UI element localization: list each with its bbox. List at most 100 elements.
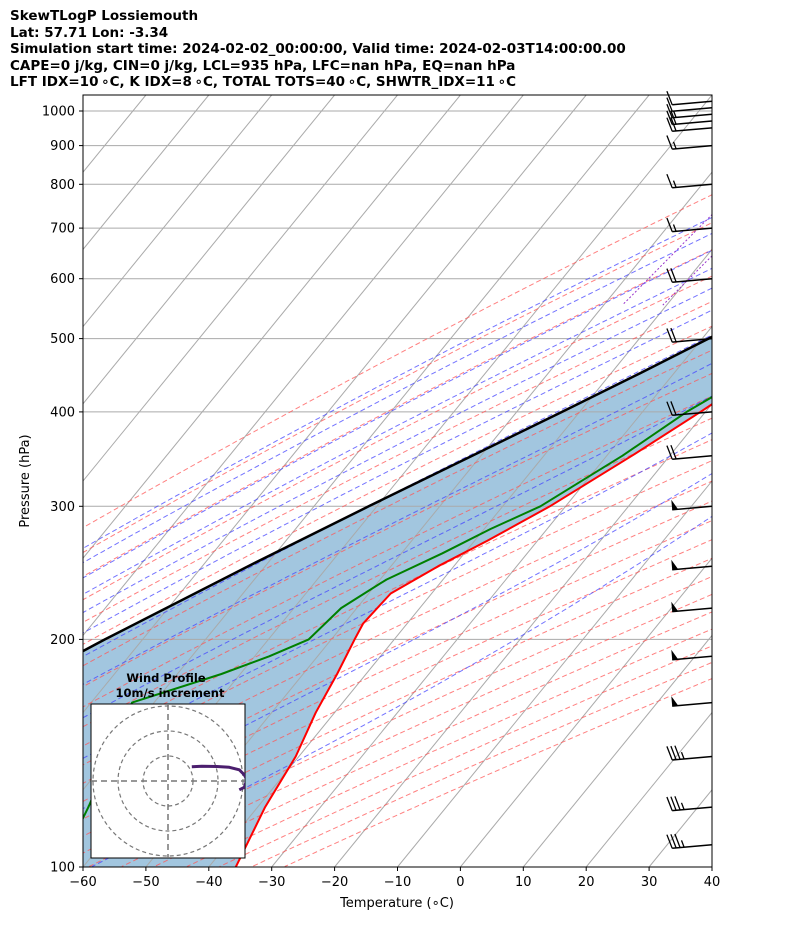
barb-staff — [672, 277, 713, 283]
barb-staff — [672, 127, 713, 133]
dewpoint-line — [83, 395, 712, 821]
x-tick-label: 20 — [578, 875, 595, 890]
isotherm — [460, 557, 712, 867]
x-axis-label: Temperature (∘C) — [339, 896, 454, 911]
isotherm — [397, 480, 712, 867]
wind-barb — [666, 110, 713, 126]
y-tick-label: 600 — [50, 272, 75, 287]
wind-barbs — [666, 90, 713, 850]
isotherm — [83, 95, 398, 482]
barb-full — [666, 796, 673, 811]
wind-barb — [671, 499, 713, 511]
barb-full — [674, 745, 681, 760]
x-tick-label: −10 — [384, 875, 411, 890]
moist-adiabat — [83, 395, 712, 719]
barb-full — [666, 834, 673, 849]
moist-adiabat — [91, 515, 712, 867]
dry-adiabat — [186, 628, 712, 867]
barb-half — [680, 840, 685, 848]
x-tick-label: 10 — [515, 875, 532, 890]
isotherm — [208, 248, 712, 867]
y-tick-label: 500 — [50, 332, 75, 347]
wind-barb — [666, 796, 713, 812]
moist-adiabat — [83, 249, 712, 579]
dry-adiabat — [83, 300, 712, 623]
barb-full — [666, 268, 673, 283]
barb-full — [666, 328, 673, 343]
barb-full — [670, 110, 677, 125]
wind-barb — [671, 601, 713, 613]
dry-adiabat — [83, 249, 712, 577]
y-tick-label: 300 — [50, 500, 75, 515]
isotherm — [83, 95, 524, 637]
isotherm — [522, 634, 712, 867]
barb-half — [672, 110, 677, 118]
barb-full — [670, 401, 677, 416]
barb-staff — [672, 565, 713, 571]
dry-adiabat — [83, 372, 712, 688]
dry-adiabat — [154, 611, 712, 867]
dry-adiabat — [121, 593, 712, 867]
chart-header: SkewTLogP Lossiemouth Lat: 57.71 Lon: -3… — [10, 8, 626, 91]
barb-staff — [672, 844, 713, 850]
wind-barb — [666, 745, 713, 761]
barb-full — [666, 173, 673, 189]
y-tick-label: 200 — [50, 633, 75, 648]
barb-pennant — [671, 696, 679, 707]
y-axis-ticks: 100 200 300 400 500 600 700 800 900 1000 — [42, 105, 83, 876]
mixing-ratio-line — [662, 255, 712, 306]
wind-barb — [666, 173, 713, 189]
barb-staff — [672, 120, 713, 126]
barb-full — [670, 444, 677, 460]
isotherm — [83, 95, 335, 405]
dry-adiabat — [83, 539, 712, 837]
barb-full — [666, 217, 673, 232]
wind-barb — [671, 559, 713, 571]
hodograph-plot — [91, 704, 245, 858]
dry-adiabat — [83, 325, 712, 645]
stability-indices: CAPE=0 j/kg, CIN=0 j/kg, LCL=935 hPa, LF… — [10, 57, 516, 74]
barb-full — [670, 796, 677, 811]
barb-pennant — [671, 499, 679, 510]
barb-pennant — [671, 559, 679, 570]
isotherm — [145, 171, 712, 867]
y-tick-label: 900 — [50, 139, 75, 154]
x-tick-label: −60 — [69, 875, 96, 890]
barb-full — [666, 110, 673, 125]
barb-half — [672, 141, 677, 149]
background-lines — [83, 95, 712, 867]
wind-barb — [666, 327, 713, 343]
y-tick-label: 800 — [50, 178, 75, 193]
x-axis-ticks: −60 −50 −40 −30 −20 −10 0 10 20 30 40 — [69, 867, 720, 890]
wind-barb — [671, 696, 713, 707]
barb-full — [666, 103, 673, 119]
barb-full — [670, 834, 677, 849]
x-tick-label: 30 — [641, 875, 658, 890]
barb-full — [666, 401, 673, 416]
hodograph-inset: Wind Profile 10m/s increment — [90, 671, 246, 859]
isotherm — [83, 95, 273, 328]
temperature-line — [234, 403, 712, 867]
barb-full — [666, 135, 673, 150]
x-tick-label: −20 — [321, 875, 348, 890]
barb-staff — [672, 337, 713, 343]
wind-barb — [666, 217, 713, 233]
barb-staff — [672, 144, 713, 150]
hodograph-trace — [191, 764, 245, 792]
dry-adiabat — [83, 275, 712, 601]
barb-staff — [672, 505, 713, 511]
wind-barb — [666, 401, 713, 417]
location-coordinates: Lat: 57.71 Lon: -3.34 — [10, 24, 169, 41]
barb-staff — [672, 411, 713, 417]
barb-staff — [672, 100, 713, 106]
wind-barb — [666, 833, 713, 850]
isotherm — [83, 95, 84, 96]
barb-half — [672, 224, 677, 232]
barb-staff — [672, 183, 713, 189]
dry-adiabat — [284, 678, 712, 867]
y-tick-label: 400 — [50, 405, 75, 420]
wind-barb — [666, 90, 713, 106]
barb-half — [672, 180, 677, 188]
dry-adiabat — [83, 222, 712, 554]
barb-half — [680, 802, 685, 810]
